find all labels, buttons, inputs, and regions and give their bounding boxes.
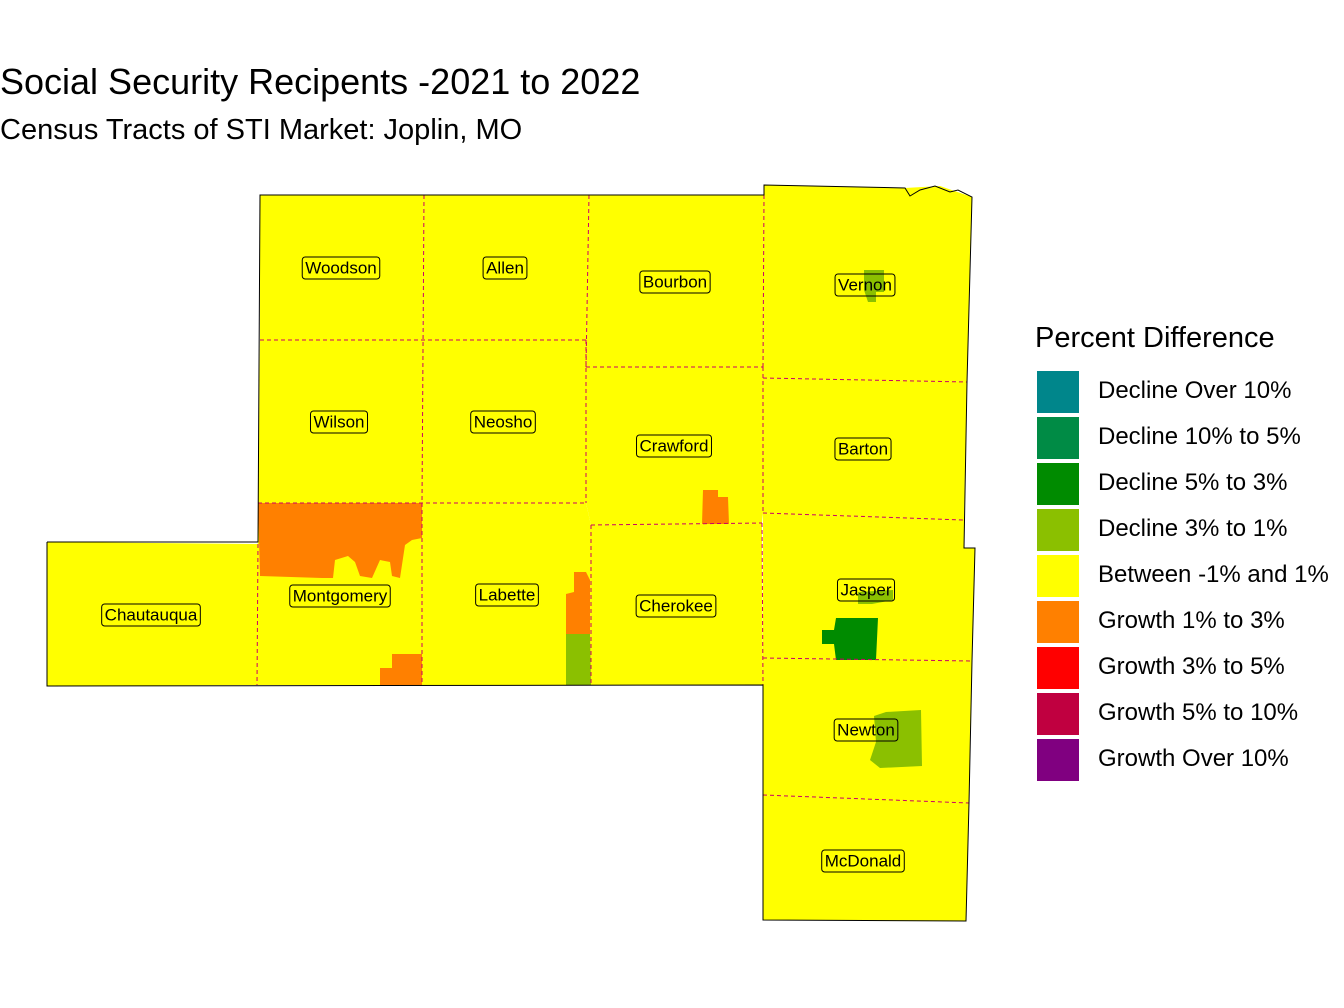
page-title: Social Security Recipents -2021 to 2022 [0,61,641,102]
county-chautauqua[interactable] [47,542,258,686]
legend-label: Growth 1% to 3% [1098,607,1285,634]
legend-item: Growth Over 10% [1035,737,1344,783]
county-label-labette: Labette [475,583,539,607]
page-subtitle: Census Tracts of STI Market: Joplin, MO [0,114,523,146]
county-neosho[interactable] [422,340,586,503]
legend-item: Growth 1% to 3% [1035,599,1344,645]
county-mcdonald[interactable] [763,795,969,921]
legend-label: Decline 10% to 5% [1098,423,1301,450]
county-label-barton: Barton [834,437,892,461]
svg-text:Cherokee: Cherokee [639,597,713,616]
legend-swatch [1037,693,1079,735]
legend-label: Decline 5% to 3% [1098,469,1288,496]
county-label-newton: Newton [833,718,899,742]
tract-montgomery-growth-south[interactable] [380,654,422,685]
svg-text:Woodson: Woodson [305,259,377,278]
county-label-bourbon: Bourbon [639,270,711,294]
svg-text:Allen: Allen [486,259,524,278]
legend-swatch [1037,647,1079,689]
svg-text:McDonald: McDonald [825,852,902,871]
tract-vernon-decline[interactable] [864,270,884,302]
legend-label: Growth 3% to 5% [1098,653,1285,680]
legend-swatch [1037,371,1079,413]
county-label-wilson: Wilson [309,410,369,434]
legend-item: Decline 3% to 1% [1035,507,1344,553]
county-label-vernon: Vernon [834,273,896,297]
svg-text:Bourbon: Bourbon [643,273,707,292]
legend-item: Growth 5% to 10% [1035,691,1344,737]
county-labels: Woodson Allen Bourbon Vernon Wilson Neos… [101,256,905,873]
legend-swatch [1037,555,1079,597]
legend-label: Between -1% and 1% [1098,561,1329,588]
county-label-cherokee: Cherokee [635,594,717,618]
svg-text:Barton: Barton [838,440,888,459]
county-allen[interactable] [422,195,589,340]
county-bourbon[interactable] [586,195,764,367]
county-barton[interactable] [763,378,967,520]
county-label-jasper: Jasper [836,578,896,602]
tract-labette-growth[interactable] [566,572,590,634]
legend-title: Percent Difference [1035,322,1275,354]
map-legend: Percent Difference Decline Over 10% Decl… [1035,320,1344,783]
legend-swatch [1037,509,1079,551]
tract-fills [258,270,922,768]
county-label-mcdonald: McDonald [821,849,905,873]
county-cherokee[interactable] [591,523,763,685]
svg-text:Vernon: Vernon [838,276,892,295]
county-label-neosho: Neosho [470,410,536,434]
legend-label: Decline 3% to 1% [1098,515,1288,542]
county-labette[interactable] [422,503,591,685]
county-crawford[interactable] [586,367,763,525]
county-borders [256,194,973,804]
county-label-montgomery: Montgomery [289,584,391,608]
tract-jasper-decline-5-3[interactable] [822,618,878,660]
legend-item: Growth 3% to 5% [1035,645,1344,691]
tract-crawford-growth[interactable] [702,490,729,524]
svg-text:Jasper: Jasper [840,581,891,600]
legend-item: Decline Over 10% [1035,369,1344,415]
svg-text:Chautauqua: Chautauqua [105,606,198,625]
svg-text:Newton: Newton [837,721,895,740]
legend-label: Growth 5% to 10% [1098,699,1299,726]
tract-newton-decline[interactable] [870,710,922,768]
tract-labette-decline[interactable] [566,634,591,685]
legend-swatch [1037,463,1079,505]
county-jasper[interactable] [763,513,975,661]
region-outline [46,184,976,922]
legend-swatch [1037,417,1079,459]
legend-item: Decline 5% to 3% [1035,461,1344,507]
county-label-crawford: Crawford [636,434,712,458]
svg-text:Montgomery: Montgomery [293,587,388,606]
legend-label: Growth Over 10% [1098,745,1289,772]
legend-swatch [1037,739,1079,781]
county-label-allen: Allen [482,256,528,280]
county-label-chautauqua: Chautauqua [101,603,201,627]
legend-item: Decline 10% to 5% [1035,415,1344,461]
svg-text:Crawford: Crawford [640,437,709,456]
legend-swatch [1037,601,1079,643]
svg-text:Wilson: Wilson [313,413,364,432]
county-label-woodson: Woodson [301,256,381,280]
county-woodson[interactable] [260,195,424,340]
legend-item: Between -1% and 1% [1035,553,1344,599]
tract-montgomery-growth-north[interactable] [258,503,422,578]
svg-text:Labette: Labette [479,586,536,605]
legend-label: Decline Over 10% [1098,377,1292,404]
choropleth-map: Woodson Allen Bourbon Vernon Wilson Neos… [46,184,976,922]
county-newton[interactable] [763,658,972,803]
county-wilson[interactable] [258,340,422,503]
svg-text:Neosho: Neosho [474,413,533,432]
